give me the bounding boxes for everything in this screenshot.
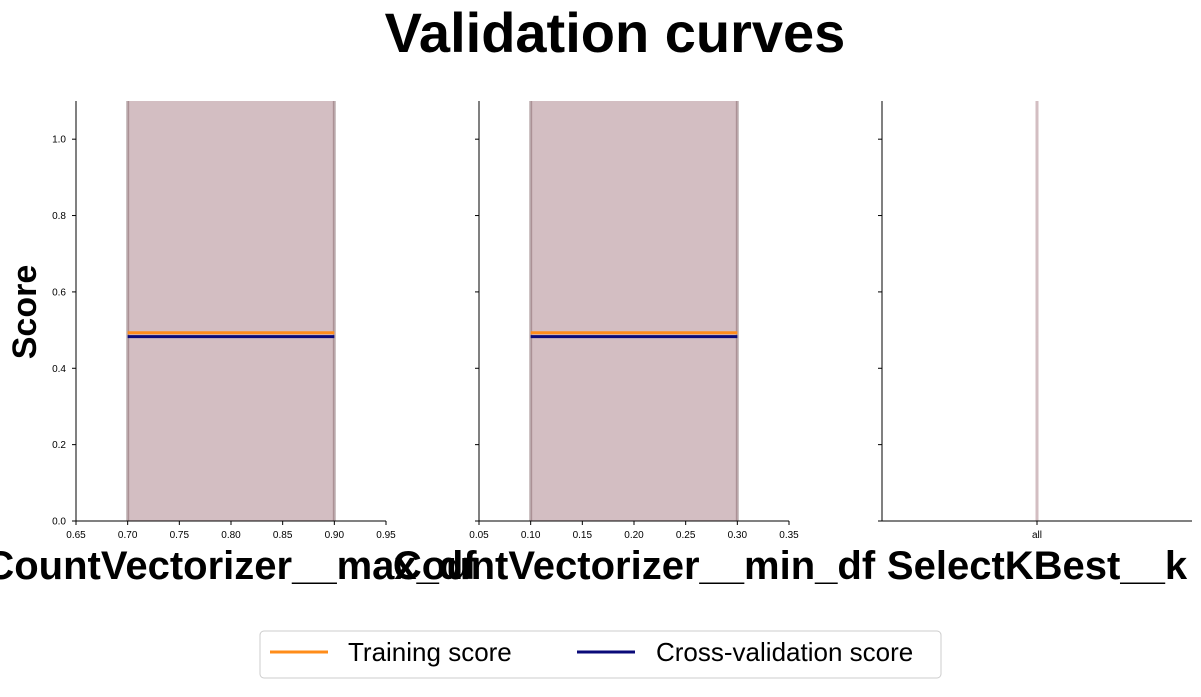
legend: Training score Cross-validation score xyxy=(260,631,941,678)
x-tick-label: 0.95 xyxy=(376,530,396,541)
panel-2: 0.05 0.10 0.15 0.20 0.25 0.30 0.35 CountVectori… xyxy=(393,101,876,588)
x-tick-label: 0.25 xyxy=(676,530,696,541)
panel-3: all SelectKBest__k xyxy=(878,101,1192,588)
y-tick-label: 0.8 xyxy=(52,211,66,222)
x-tick-label: 0.15 xyxy=(573,530,593,541)
y-tick-label: 1.0 xyxy=(52,135,66,146)
x-tick-label: 0.30 xyxy=(728,530,748,541)
y-axis-label: Score xyxy=(6,265,44,360)
x-tick-label: all xyxy=(1032,530,1042,541)
panel-1: 0.0 0.2 0.4 0.6 0.8 1.0 0.65 0.70 0.75 0.80 0.85 0.… xyxy=(0,101,477,588)
x-tick-label: 0.75 xyxy=(170,530,190,541)
x-tick-label: 0.35 xyxy=(779,530,799,541)
legend-label-training: Training score xyxy=(348,637,512,667)
figure-title: Validation curves xyxy=(385,1,846,64)
x-tick-label: 0.85 xyxy=(273,530,293,541)
x-axis-label: SelectKBest__k xyxy=(887,544,1188,588)
band-cross-validation xyxy=(531,101,738,521)
x-tick-label: 0.05 xyxy=(469,530,489,541)
x-tick-label: 0.70 xyxy=(118,530,138,541)
x-tick-label: 0.20 xyxy=(624,530,644,541)
legend-label-cross-validation: Cross-validation score xyxy=(656,637,913,667)
y-tick-label: 0.4 xyxy=(52,364,66,375)
x-tick-label: 0.65 xyxy=(66,530,86,541)
y-tick-label: 0.2 xyxy=(52,440,66,451)
x-tick-label: 0.90 xyxy=(325,530,345,541)
band-cross-validation xyxy=(1036,101,1039,521)
y-tick-label: 0.0 xyxy=(52,517,66,528)
x-tick-label: 0.80 xyxy=(221,530,241,541)
x-axis-label: CountVectorizer__min_df xyxy=(393,544,876,588)
x-tick-label: 0.10 xyxy=(521,530,541,541)
band-cross-validation xyxy=(128,101,335,521)
y-tick-label: 0.6 xyxy=(52,287,66,298)
